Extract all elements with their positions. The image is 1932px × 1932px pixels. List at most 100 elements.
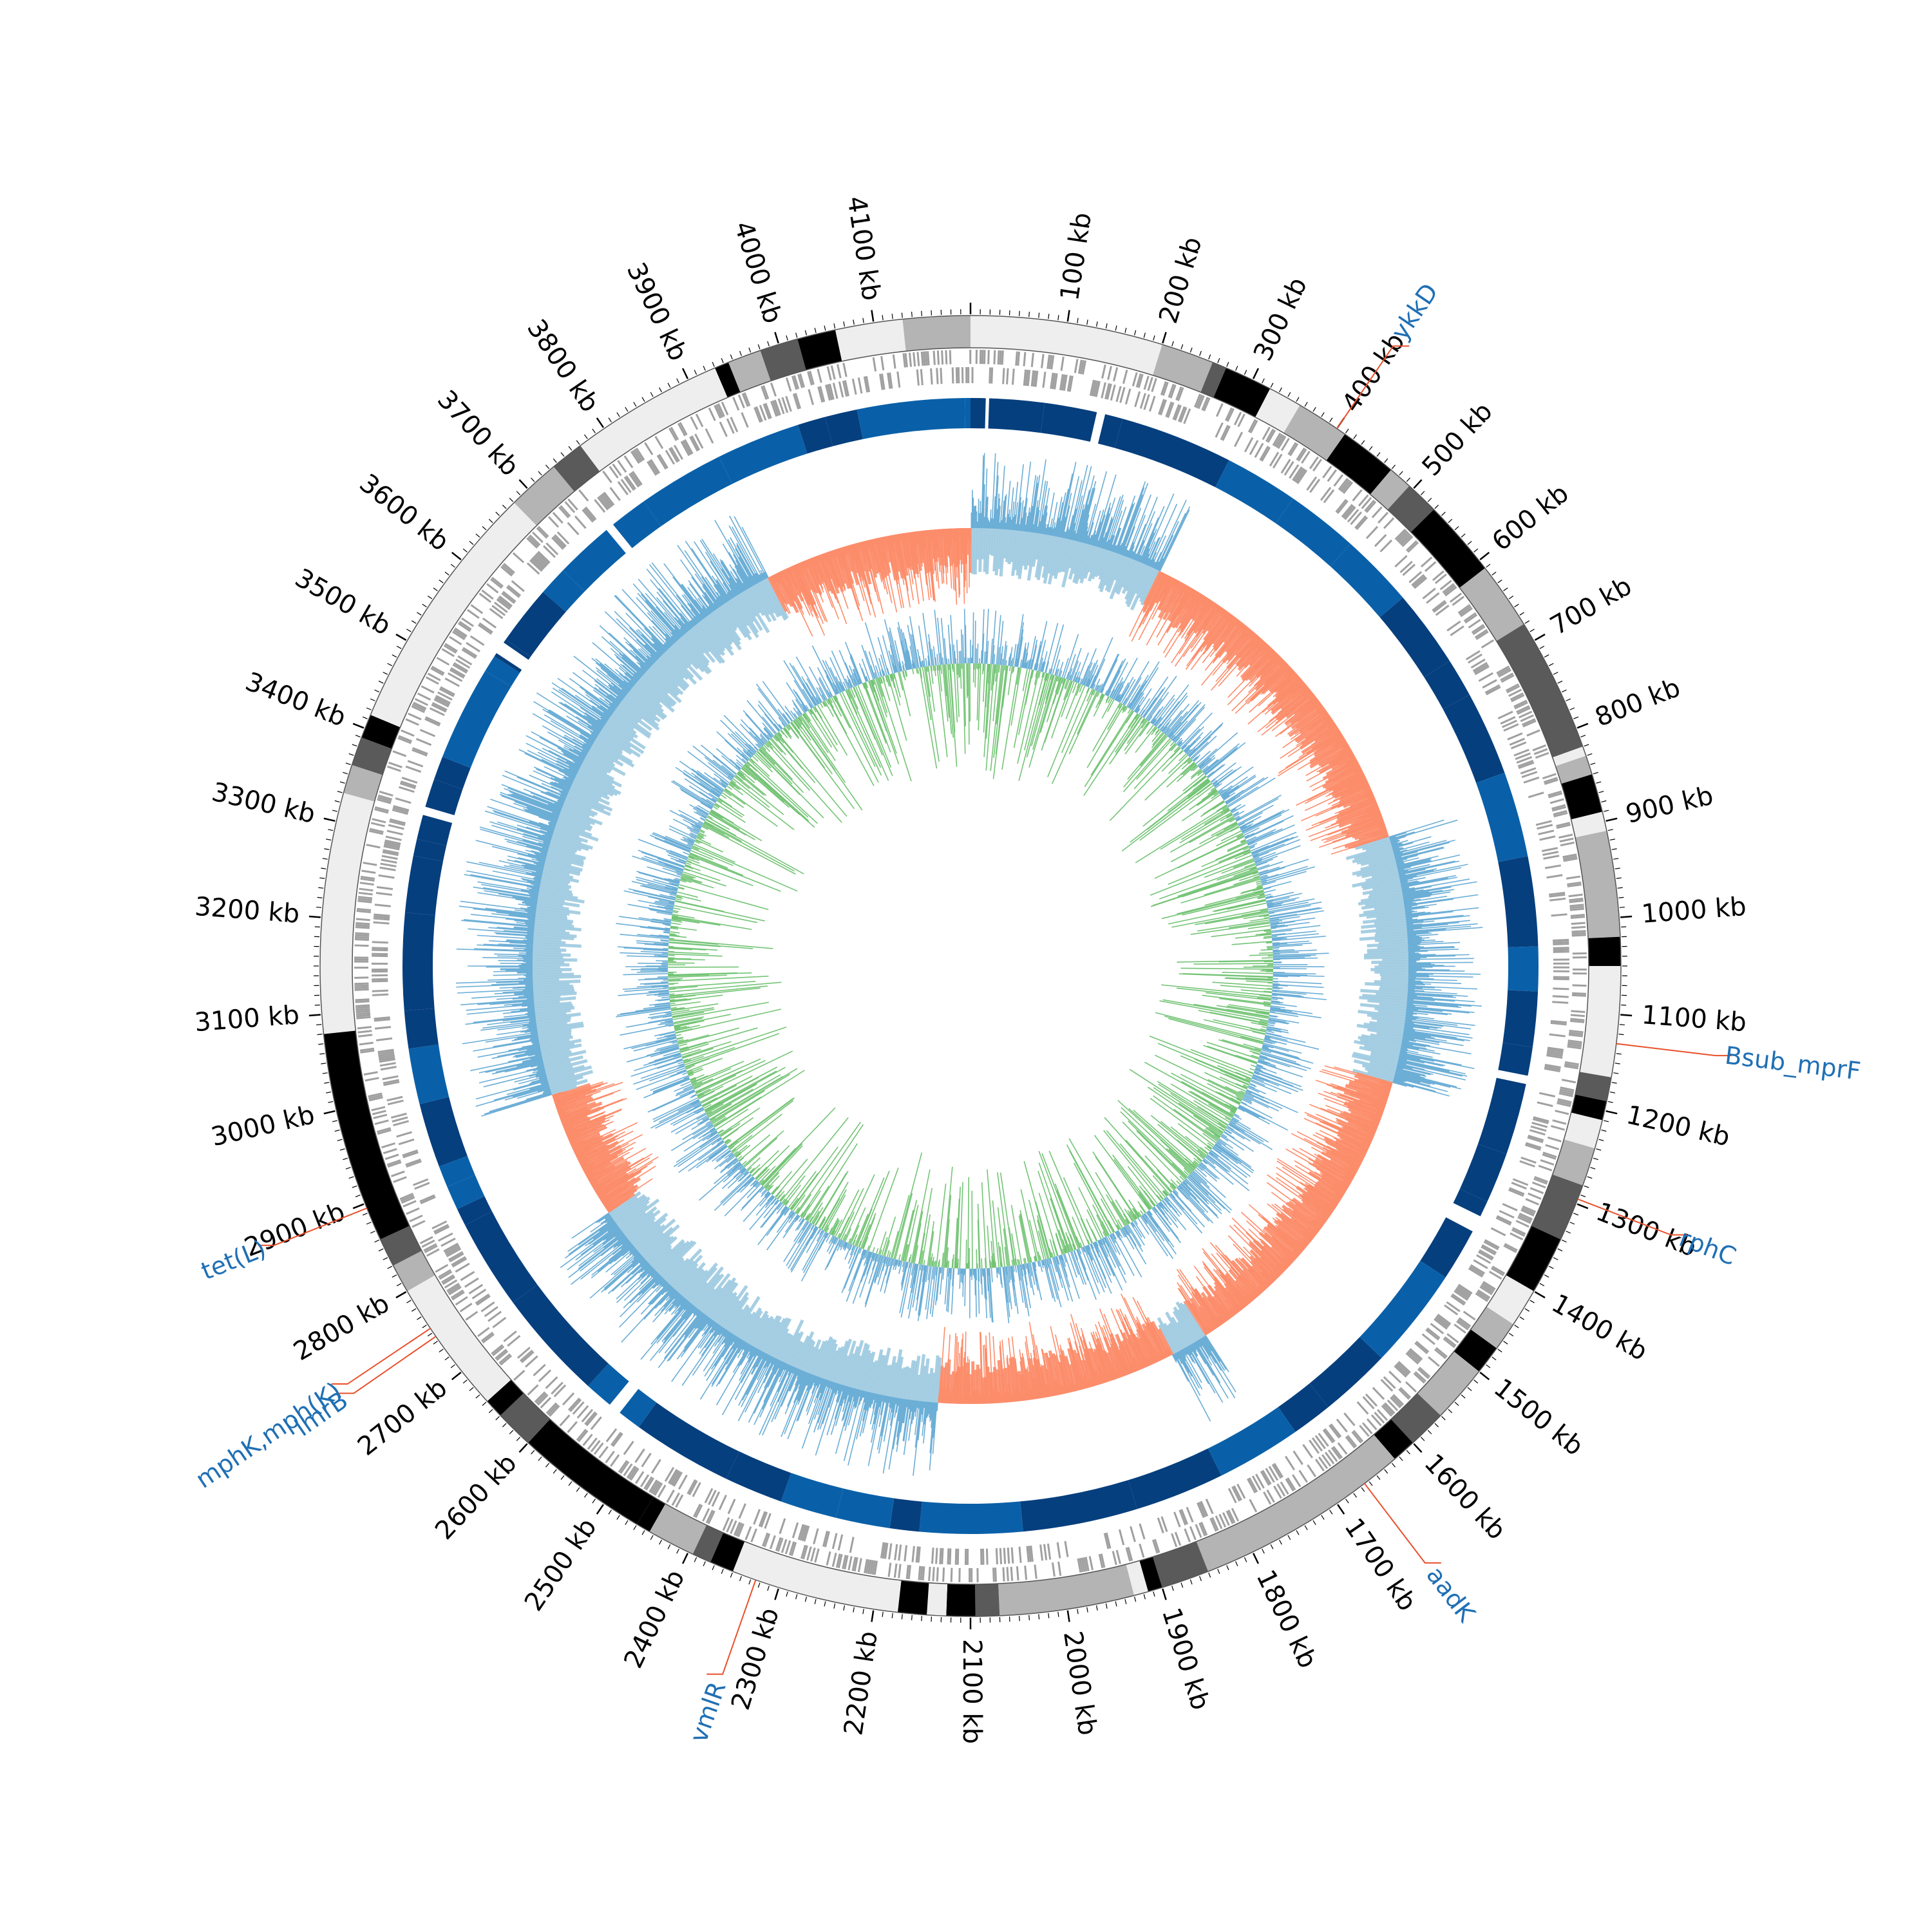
cds-mark [1335,498,1347,513]
cds-mark [1074,359,1079,374]
tick-label: 3800 kb [521,314,605,418]
cds-mark [1211,1517,1219,1531]
contig-segment [1564,1112,1603,1149]
cds-mark [1444,1304,1459,1316]
gc-spike [1247,665,1289,705]
minor-tick [616,412,620,417]
minor-tick [1590,1167,1596,1170]
cds-mark [612,1433,623,1447]
gc-band [749,1314,770,1346]
gc-spike [1113,545,1117,553]
cds-mark [1550,1019,1567,1024]
gc-spike [1341,803,1378,819]
cds-mark [1559,1088,1574,1094]
gc-spike [1035,510,1040,533]
cds-mark [851,378,857,395]
gc-spike [1331,788,1371,806]
cds-mark [738,1503,746,1519]
cds-mark [355,1008,370,1012]
cds-mark [385,835,402,841]
cds-mark [689,436,699,452]
cds-mark [1510,692,1524,701]
cds-mark [357,1026,372,1030]
gc-spike [1091,530,1097,545]
gc-spike [1183,585,1189,593]
gc-band [683,633,710,664]
cds-mark [1518,761,1535,770]
cds-mark [1553,978,1569,981]
cds-mark [597,497,609,511]
gc-spike [1276,685,1307,710]
gc-band [875,1355,887,1394]
minor-tick [1304,1525,1308,1530]
cds-mark [379,866,396,871]
cds-mark [830,365,836,380]
cds-mark [1458,1317,1472,1327]
cds-mark [1063,374,1068,391]
gc-spike [1357,798,1376,807]
gc-spike [1321,717,1332,725]
gc-spike [994,462,999,529]
cds-mark [1383,1376,1396,1389]
strand-segment [457,1196,492,1226]
gc-band [1126,564,1148,608]
contig-segment [1506,1226,1561,1291]
cds-mark [574,515,587,529]
minor-tick [1270,1544,1274,1549]
gc-band [755,582,775,614]
gc-band [751,585,771,616]
cds-mark [842,363,848,377]
cds-mark [1115,1549,1121,1564]
cds-mark [1551,806,1566,812]
gc-band [549,841,578,853]
gc-band [1376,923,1407,930]
gc-spike [1319,710,1327,715]
gc-band [679,636,712,674]
cds-mark [449,1253,464,1263]
cds-mark [1222,1512,1230,1526]
tick-label: 1800 kb [1250,1566,1322,1673]
cds-mark [1563,857,1578,862]
gc-spike [1190,589,1195,596]
cds-mark [913,352,916,367]
gc-spike [1324,734,1343,747]
cds-mark [1365,526,1379,540]
gc-spike [1200,1338,1222,1371]
gc-band [740,1307,762,1340]
gc-spike [1253,639,1264,652]
cds-mark [1570,1014,1585,1018]
gc-band [1003,529,1009,559]
strand-segment [1330,544,1403,618]
minor-tick [378,680,384,684]
gc-band [1371,960,1408,964]
cds-mark [1015,351,1018,366]
minor-tick [475,533,480,538]
strand-segment [1459,1144,1507,1202]
cds-mark [1517,706,1531,715]
cds-mark [372,949,388,952]
cds-mark [1511,1229,1526,1237]
cds-mark [1189,1526,1197,1540]
cds-mark [690,435,701,451]
gc-band [1376,913,1406,920]
gc-band [601,728,632,749]
gc-spike [1197,598,1209,614]
gc-band [534,999,560,1006]
strand-segment [781,1473,844,1518]
gc-band [1362,916,1406,924]
cds-mark [388,824,404,830]
minor-tick [1376,1475,1381,1480]
gc-spike [1141,528,1157,564]
minor-tick [824,325,826,331]
cds-mark [390,1112,407,1119]
cds-mark [1112,1551,1117,1566]
cds-mark [476,1295,491,1306]
gc-spike [1065,527,1069,539]
cds-mark [1165,401,1173,418]
gc-band [1130,566,1153,611]
minor-tick [406,629,412,632]
gc-spike [1010,519,1012,530]
cds-mark [1439,580,1452,591]
cds-mark [370,822,385,828]
minor-tick [1473,548,1479,553]
